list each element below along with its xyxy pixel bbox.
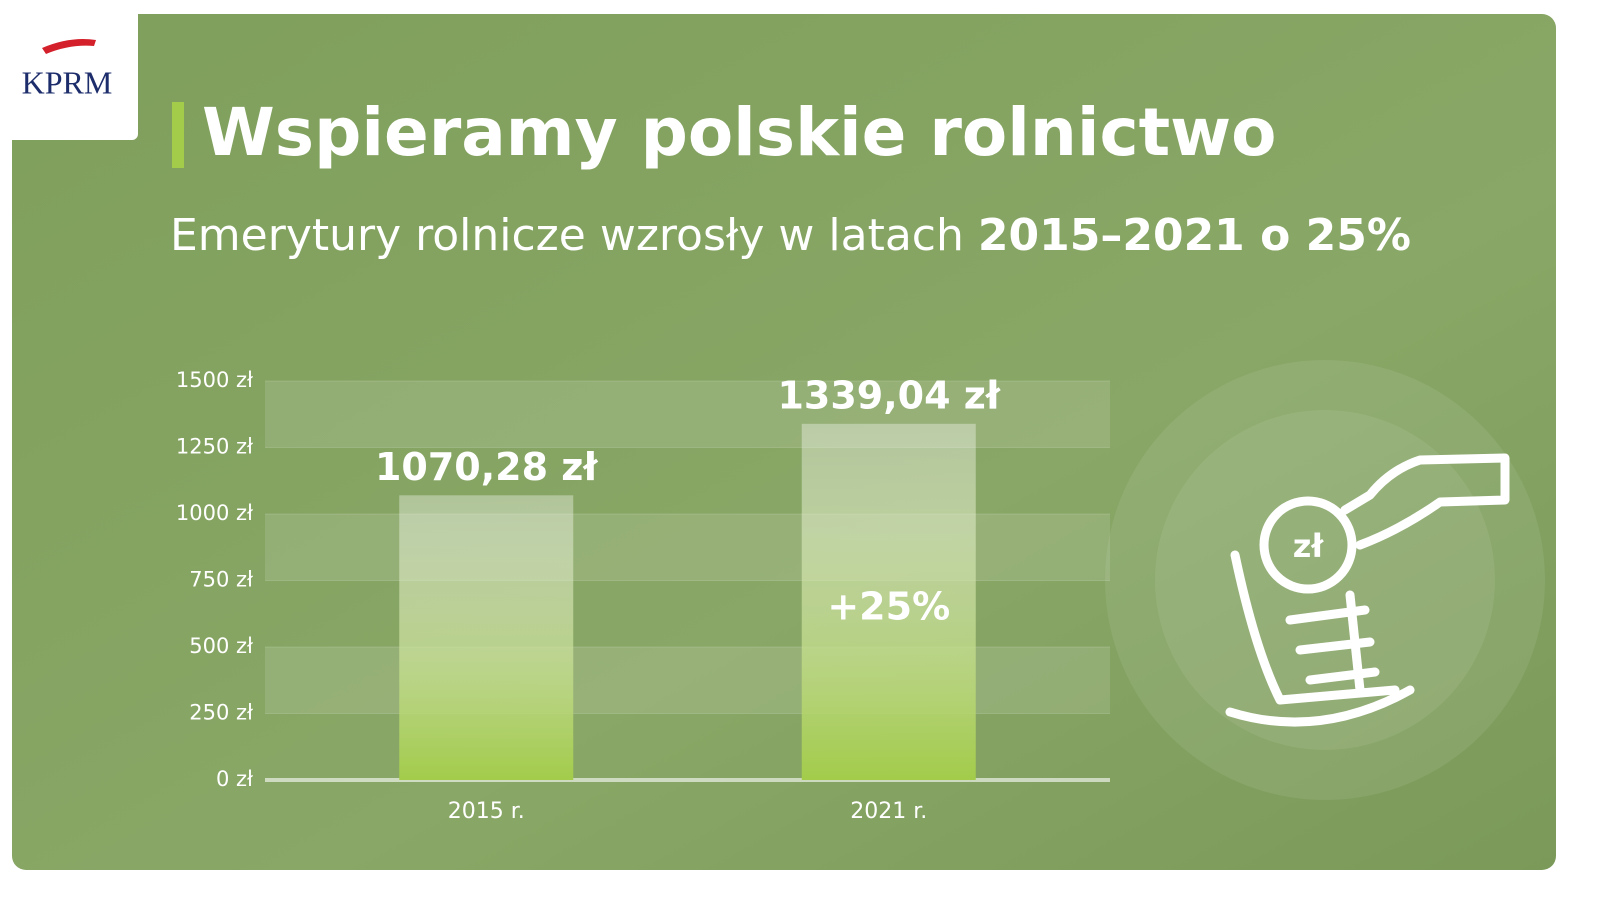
y-tick-label: 1000 zł: [176, 501, 253, 525]
logo-box: [0, 0, 138, 140]
y-tick-label: 1500 zł: [176, 368, 253, 392]
logo-flag: [42, 39, 96, 54]
annotation: +25%: [827, 585, 950, 629]
y-tick-label: 500 zł: [189, 634, 253, 658]
subtitle: Emerytury rolnicze wzrosły w latach 2015–…: [170, 210, 1411, 261]
x-tick-label: 2021 r.: [850, 799, 927, 824]
x-tick-label: 2015 r.: [448, 799, 525, 824]
title-accent: [172, 102, 184, 168]
logo-text: KPRM: [22, 64, 113, 100]
y-tick-label: 250 zł: [189, 701, 253, 725]
bar: [399, 495, 574, 780]
y-tick-label: 0 zł: [216, 767, 253, 791]
value-label: 1339,04 zł: [777, 373, 1000, 417]
icon-halo: [1105, 360, 1545, 800]
grid-band: [265, 647, 1110, 714]
bar: [801, 423, 976, 780]
background: [12, 14, 1556, 870]
value-label: 1070,28 zł: [375, 445, 598, 489]
subtitle-text: Emerytury rolnicze wzrosły w latach: [170, 210, 964, 261]
y-tick-label: 1250 zł: [176, 435, 253, 459]
pension-icon: [1225, 453, 1510, 727]
subtitle-emphasis: 2015–2021 o 25%: [978, 210, 1411, 261]
icon-label: zł: [1293, 527, 1325, 565]
y-tick-label: 750 zł: [189, 568, 253, 592]
icon-halo: [1155, 410, 1495, 750]
grid-band: [265, 514, 1110, 581]
chart-title: Wspieramy polskie rolnictwo: [202, 94, 1276, 171]
